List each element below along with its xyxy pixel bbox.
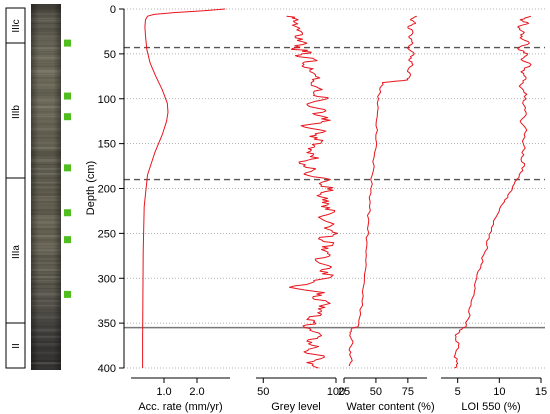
sample-marker	[64, 290, 71, 298]
depth-gridlines	[124, 8, 545, 369]
panel-series-line	[348, 15, 417, 367]
depth-tick-label: 50	[104, 49, 116, 61]
panel-x-tick-label: 1.0	[156, 386, 171, 398]
depth-tick-label: 300	[98, 273, 116, 285]
depth-tick-label: 400	[98, 363, 116, 375]
panel-grey-level: 50 100 Grey level	[256, 15, 345, 413]
depth-tick-label: 100	[98, 94, 116, 106]
data-panels: 1.0 2.0 Acc. rate (mm/yr) 50 100 Grey level 25…	[131, 8, 547, 413]
panel-x-tick-label: 5	[455, 386, 461, 398]
core-photo	[31, 4, 61, 370]
unit-label-iiia: IIIa	[11, 245, 22, 259]
depth-tick-label: 0	[110, 4, 116, 16]
depth-tick-label: 150	[98, 139, 116, 151]
sample-markers	[64, 39, 71, 298]
depth-tick-label: 250	[98, 228, 116, 240]
unit-label-ii: II	[11, 343, 22, 349]
unit-label-iiib: IIIb	[11, 105, 22, 119]
sample-marker	[64, 236, 71, 244]
panel-acc-rate: 1.0 2.0 Acc. rate (mm/yr)	[131, 8, 230, 413]
unit-label-iiic: IIIc	[11, 19, 22, 32]
unit-boundary-lines	[124, 46, 545, 329]
panel-x-tick-label: 50	[257, 386, 269, 398]
core-photo-shading	[31, 4, 61, 370]
unit-column: IIIc IIIb IIIa II	[5, 7, 26, 369]
panel-x-tick-label: 15	[535, 386, 547, 398]
panel-series-line	[453, 15, 532, 369]
panel-x-tick-label: 75	[402, 386, 414, 398]
panel-x-axis-label: Grey level	[271, 401, 321, 413]
sample-marker	[64, 39, 71, 47]
panel-x-tick-label: 25	[338, 386, 350, 398]
panel-x-tick-label: 50	[370, 386, 382, 398]
panel-x-tick-label: 2.0	[189, 386, 204, 398]
panel-x-tick-label: 100	[327, 386, 345, 398]
panel-x-axis-label: LOI 550 (%)	[461, 401, 520, 413]
unit-column-frame	[5, 7, 26, 369]
panel-x-axis-label: Acc. rate (mm/yr)	[138, 401, 222, 413]
depth-axis-label: Depth (cm)	[85, 161, 97, 215]
panel-water-content: 25 50 75 Water content (%)	[338, 15, 435, 413]
depth-axis: 0 50 100 150 200 250 300 350 400	[98, 4, 125, 375]
panel-series-line	[142, 8, 226, 368]
panel-series-line	[286, 15, 338, 369]
sample-marker	[64, 113, 71, 121]
panel-x-tick-label: 10	[493, 386, 505, 398]
sample-marker	[64, 92, 71, 100]
sample-marker	[64, 164, 71, 172]
depth-tick-label: 350	[98, 318, 116, 330]
depth-tick-label: 200	[98, 184, 116, 196]
panel-loi-550: 5 10 15 LOI 550 (%)	[441, 15, 547, 413]
sample-marker	[64, 209, 71, 217]
panel-x-axis-label: Water content (%)	[346, 401, 434, 413]
